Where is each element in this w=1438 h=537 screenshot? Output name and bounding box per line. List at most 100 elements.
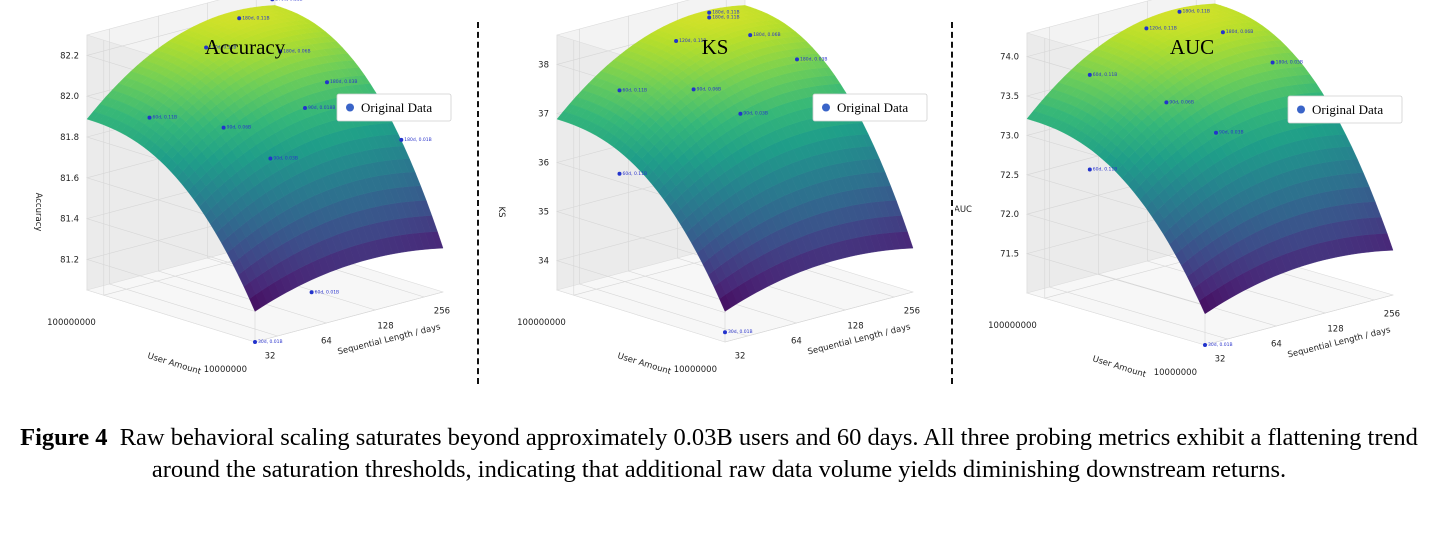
figure-caption: Figure 4 Raw behavioral scaling saturate… bbox=[0, 422, 1438, 486]
data-point-1 bbox=[253, 340, 257, 344]
y-axis-label: User Amount bbox=[616, 351, 673, 377]
data-point-label-7: 180d, 0.11B bbox=[242, 15, 269, 21]
y-tick-label-0: 10000000 bbox=[204, 365, 247, 375]
data-point-0 bbox=[309, 290, 314, 295]
panel-divider-right bbox=[951, 22, 953, 384]
x-tick-label-1: 64 bbox=[791, 337, 802, 347]
data-point-label-9: 180d, 0.06B bbox=[283, 48, 310, 54]
data-point-label-2: 60d, 0.11B bbox=[623, 87, 648, 93]
data-point-label-5: 120d, 0.11B bbox=[679, 38, 706, 44]
x-tick-label-3: 256 bbox=[904, 307, 920, 317]
legend-label: Original Data bbox=[1312, 102, 1383, 117]
z-tick-label-4: 38 bbox=[538, 60, 549, 70]
legend: Original Data bbox=[336, 93, 452, 122]
caption-text: Raw behavioral scaling saturates beyond … bbox=[119, 424, 1418, 483]
y-axis-label: User Amount bbox=[1091, 354, 1148, 380]
data-point-6 bbox=[1177, 9, 1182, 14]
data-point-label-0: 60d, 0.01B bbox=[315, 289, 340, 295]
data-point-3 bbox=[691, 87, 696, 92]
z-tick-label-0: 71.5 bbox=[1000, 250, 1019, 260]
y-tick-label-1: 100000000 bbox=[988, 321, 1037, 331]
x-tick-label-0: 32 bbox=[265, 352, 276, 362]
z-axis-label: AUC bbox=[955, 205, 972, 215]
data-points: 60d, 0.11B 30d, 0.01B 60d, 0.11B 90d, 0.06B… bbox=[1087, 9, 1382, 348]
data-point-label-5: 120d, 0.11B bbox=[1149, 25, 1176, 31]
data-point-label-10: 180d, 0.03B bbox=[330, 79, 357, 85]
data-point-4 bbox=[738, 111, 743, 116]
y-tick-label-0: 10000000 bbox=[674, 365, 717, 375]
data-point-label-6: 180d, 0.11B bbox=[712, 15, 739, 21]
z-tick-label-0: 34 bbox=[538, 257, 549, 267]
x-tick-label-3: 256 bbox=[434, 307, 450, 317]
z-axis-label: Accuracy bbox=[33, 193, 43, 232]
x-tick-label-1: 64 bbox=[321, 337, 332, 347]
data-point-label-3: 90d, 0.06B bbox=[1169, 99, 1194, 105]
data-point-1 bbox=[1203, 343, 1207, 347]
data-point-2 bbox=[147, 115, 152, 120]
z-tick-label-4: 73.5 bbox=[1000, 92, 1019, 102]
x-tick-label-3: 256 bbox=[1384, 310, 1400, 320]
data-point-label-3: 90d, 0.06B bbox=[697, 86, 722, 92]
z-tick-label-3: 73.0 bbox=[1000, 131, 1019, 141]
legend-marker bbox=[822, 103, 830, 112]
data-point-label-9: 180d, 0.06B bbox=[753, 32, 780, 38]
data-point-label-0: 60d, 0.11B bbox=[1093, 167, 1118, 173]
data-point-8 bbox=[270, 0, 275, 2]
legend: Original Data bbox=[812, 93, 928, 122]
data-point-4 bbox=[268, 156, 273, 161]
data-point-label-3: 90d, 0.06B bbox=[227, 125, 252, 131]
z-axis-label: KS bbox=[496, 207, 506, 218]
data-point-9 bbox=[278, 49, 283, 54]
z-tick-label-2: 72.5 bbox=[1000, 171, 1019, 181]
z-ticks: 81.2 81.4 81.6 81.8 82.0 82.2 bbox=[60, 51, 79, 265]
data-point-9 bbox=[1270, 60, 1275, 65]
z-tick-label-5: 82.2 bbox=[60, 51, 79, 61]
z-tick-label-3: 37 bbox=[538, 110, 549, 120]
z-tick-label-1: 81.4 bbox=[60, 215, 79, 225]
z-tick-label-5: 74.0 bbox=[1000, 53, 1019, 63]
data-point-7 bbox=[237, 16, 242, 21]
x-tick-label-0: 32 bbox=[735, 352, 746, 362]
y-tick-label-1: 100000000 bbox=[47, 318, 96, 328]
z-tick-label-1: 72.0 bbox=[1000, 210, 1019, 220]
data-point-label-2: 60d, 0.11B bbox=[153, 115, 178, 121]
y-ticks: 10000000 100000000 bbox=[988, 321, 1197, 378]
data-points: 60d, 0.01B 30d, 0.01B 60d, 0.11B 90d, 0.06B… bbox=[147, 0, 432, 345]
legend-label: Original Data bbox=[361, 100, 432, 115]
y-tick-label-0: 10000000 bbox=[1154, 368, 1197, 378]
data-point-6 bbox=[707, 15, 712, 20]
data-point-label-1: 30d, 0.01B bbox=[728, 329, 753, 335]
data-point-11 bbox=[399, 137, 404, 142]
legend-marker bbox=[346, 103, 354, 112]
x-tick-label-0: 32 bbox=[1215, 355, 1226, 365]
z-tick-label-3: 81.8 bbox=[60, 133, 79, 143]
z-ticks: 34 35 36 37 38 bbox=[538, 60, 549, 266]
data-point-label-1: 30d, 0.01B bbox=[258, 339, 283, 345]
z-tick-label-4: 82.0 bbox=[60, 92, 79, 102]
chart-title: AUC bbox=[1170, 35, 1214, 59]
z-tick-label-0: 81.2 bbox=[60, 255, 79, 265]
z-tick-label-2: 81.6 bbox=[60, 174, 79, 184]
data-point-label-8: 180d, 0.06B bbox=[1226, 29, 1253, 35]
z-tick-label-1: 35 bbox=[538, 208, 549, 218]
data-point-3 bbox=[221, 125, 226, 130]
data-point-8 bbox=[1220, 30, 1225, 35]
data-point-label-1: 30d, 0.01B bbox=[1208, 342, 1233, 348]
data-point-label-2: 60d, 0.11B bbox=[1093, 72, 1118, 78]
data-point-5 bbox=[1144, 26, 1149, 31]
y-axis-label: User Amount bbox=[146, 351, 203, 377]
data-point-0 bbox=[1087, 167, 1092, 172]
data-point-label-7: 180d, 0.11B bbox=[712, 10, 739, 16]
x-ticks: 32 64 128 256 bbox=[1215, 310, 1400, 365]
data-point-label-6: 180d, 0.11B bbox=[1183, 9, 1210, 15]
legend-label: Original Data bbox=[837, 100, 908, 115]
data-point-label-9: 180d, 0.03B bbox=[1276, 60, 1303, 66]
x-tick-label-2: 128 bbox=[1327, 325, 1343, 335]
data-point-10 bbox=[325, 80, 329, 85]
data-point-3 bbox=[1164, 100, 1169, 105]
data-point-label-0: 60d, 0.11B bbox=[623, 171, 648, 177]
caption-label: Figure 4 bbox=[20, 424, 108, 451]
data-point-4 bbox=[1214, 130, 1218, 135]
data-point-label-8: 270d, 0.11B bbox=[275, 0, 302, 2]
data-point-6 bbox=[204, 45, 209, 50]
